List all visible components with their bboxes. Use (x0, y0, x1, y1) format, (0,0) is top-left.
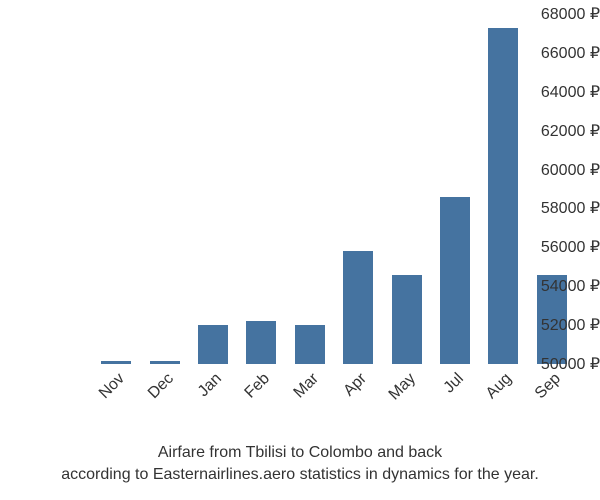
bar (101, 361, 131, 364)
bar (392, 275, 422, 364)
y-tick-label: 52000 ₽ (512, 315, 600, 335)
y-tick-label: 54000 ₽ (512, 276, 600, 296)
bar (198, 325, 228, 364)
chart-caption: Airfare from Tbilisi to Colombo and back… (0, 442, 600, 486)
y-tick-label: 56000 ₽ (512, 237, 600, 257)
y-tick-label: 68000 ₽ (512, 4, 600, 24)
y-tick-label: 58000 ₽ (512, 198, 600, 218)
bar (150, 361, 180, 364)
caption-line: Airfare from Tbilisi to Colombo and back (0, 442, 600, 464)
y-tick-label: 62000 ₽ (512, 121, 600, 141)
bar (488, 28, 518, 364)
bar (246, 321, 276, 364)
airfare-bar-chart: 50000 ₽ 52000 ₽ 54000 ₽ 56000 ₽ 58000 ₽ 60000… (0, 0, 600, 500)
bar (440, 197, 470, 364)
y-tick-label: 50000 ₽ (512, 354, 600, 374)
y-tick-label: 66000 ₽ (512, 43, 600, 63)
bar (295, 325, 325, 364)
caption-line: according to Easternairlines.aero statis… (0, 464, 600, 486)
bar (343, 251, 373, 364)
plot-area (92, 14, 576, 364)
y-tick-label: 64000 ₽ (512, 82, 600, 102)
y-tick-label: 60000 ₽ (512, 160, 600, 180)
